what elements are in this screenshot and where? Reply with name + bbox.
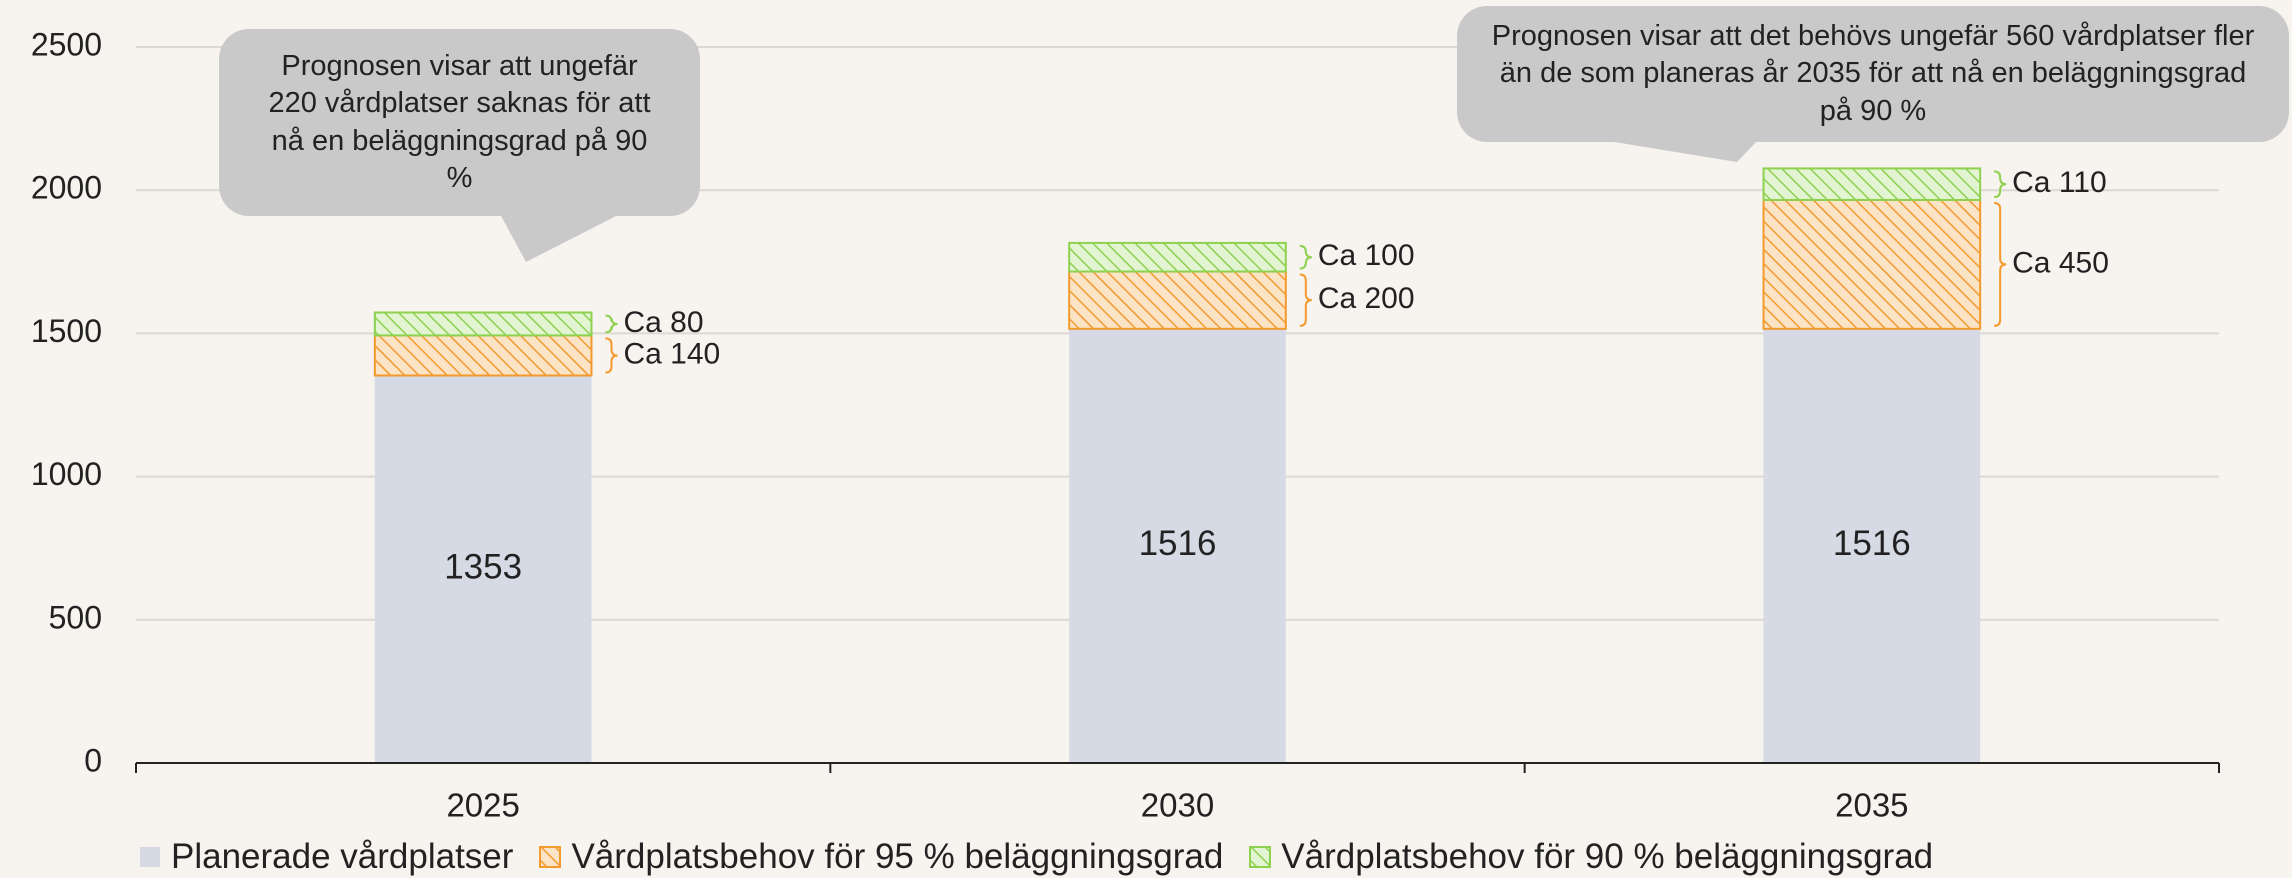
label-brace	[1994, 201, 2007, 327]
y-tick-label: 2000	[31, 170, 102, 206]
legend-swatch	[539, 846, 562, 868]
bar-segment	[374, 375, 592, 763]
y-tick-label: 0	[84, 742, 102, 778]
label-brace	[605, 337, 618, 374]
callout: Prognosen visar att ungefär 220 vårdplat…	[219, 29, 700, 216]
y-tick-label: 500	[49, 599, 102, 635]
data-label: Ca 450	[2012, 246, 2109, 279]
data-label: Ca 100	[1318, 239, 1415, 272]
bar-segment	[1068, 270, 1287, 330]
legend-swatch-fill	[140, 847, 160, 867]
legend-swatch	[140, 847, 160, 867]
label-brace	[1994, 170, 2007, 198]
callout: Prognosen visar att det behövs ungefär 5…	[1457, 6, 2289, 142]
legend-label: Planerade vårdplatser	[171, 837, 514, 876]
legend-swatch	[1249, 846, 1272, 868]
y-tick-label: 1500	[31, 313, 102, 349]
data-label: Ca 80	[623, 306, 703, 339]
bar-segment	[1762, 167, 1982, 201]
bar-segment	[373, 334, 593, 377]
label-brace	[1299, 244, 1312, 270]
data-label: Ca 200	[1318, 282, 1415, 315]
data-label: Ca 110	[2012, 166, 2107, 199]
legend-label: Vårdplatsbehov för 95 % beläggningsgrad	[571, 837, 1224, 876]
y-tick-label: 2500	[31, 26, 102, 62]
data-label: 1516	[1833, 524, 1911, 563]
bar-segment	[373, 311, 593, 337]
bar-segment	[1068, 241, 1287, 273]
legend-item: Planerade vårdplatser	[139, 837, 513, 877]
bar-segment	[1762, 198, 1982, 330]
label-brace	[605, 314, 618, 334]
callout-pointer	[1590, 138, 1760, 162]
data-label: Ca 140	[623, 337, 720, 370]
x-tick-label: 2035	[1835, 787, 1908, 824]
y-tick-label: 1000	[31, 456, 102, 492]
data-label: 1353	[444, 548, 522, 587]
bar-segment	[1763, 328, 1981, 763]
callout-pointer	[500, 214, 620, 262]
bar-segment	[1069, 328, 1286, 763]
legend-swatch-fill	[539, 846, 562, 868]
legend-item: Vårdplatsbehov för 95 % beläggningsgrad	[539, 837, 1223, 877]
legend-label: Vårdplatsbehov för 90 % beläggningsgrad	[1281, 837, 1934, 876]
data-label: 1516	[1139, 524, 1217, 563]
legend-swatch-fill	[1249, 846, 1272, 868]
x-tick-label: 2030	[1141, 787, 1214, 824]
label-brace	[1299, 273, 1312, 327]
legend-item: Vårdplatsbehov för 90 % beläggningsgrad	[1249, 837, 1933, 877]
x-tick-label: 2025	[446, 787, 519, 824]
legend: Planerade vårdplatser Vårdplatsbehov för …	[139, 836, 1959, 878]
